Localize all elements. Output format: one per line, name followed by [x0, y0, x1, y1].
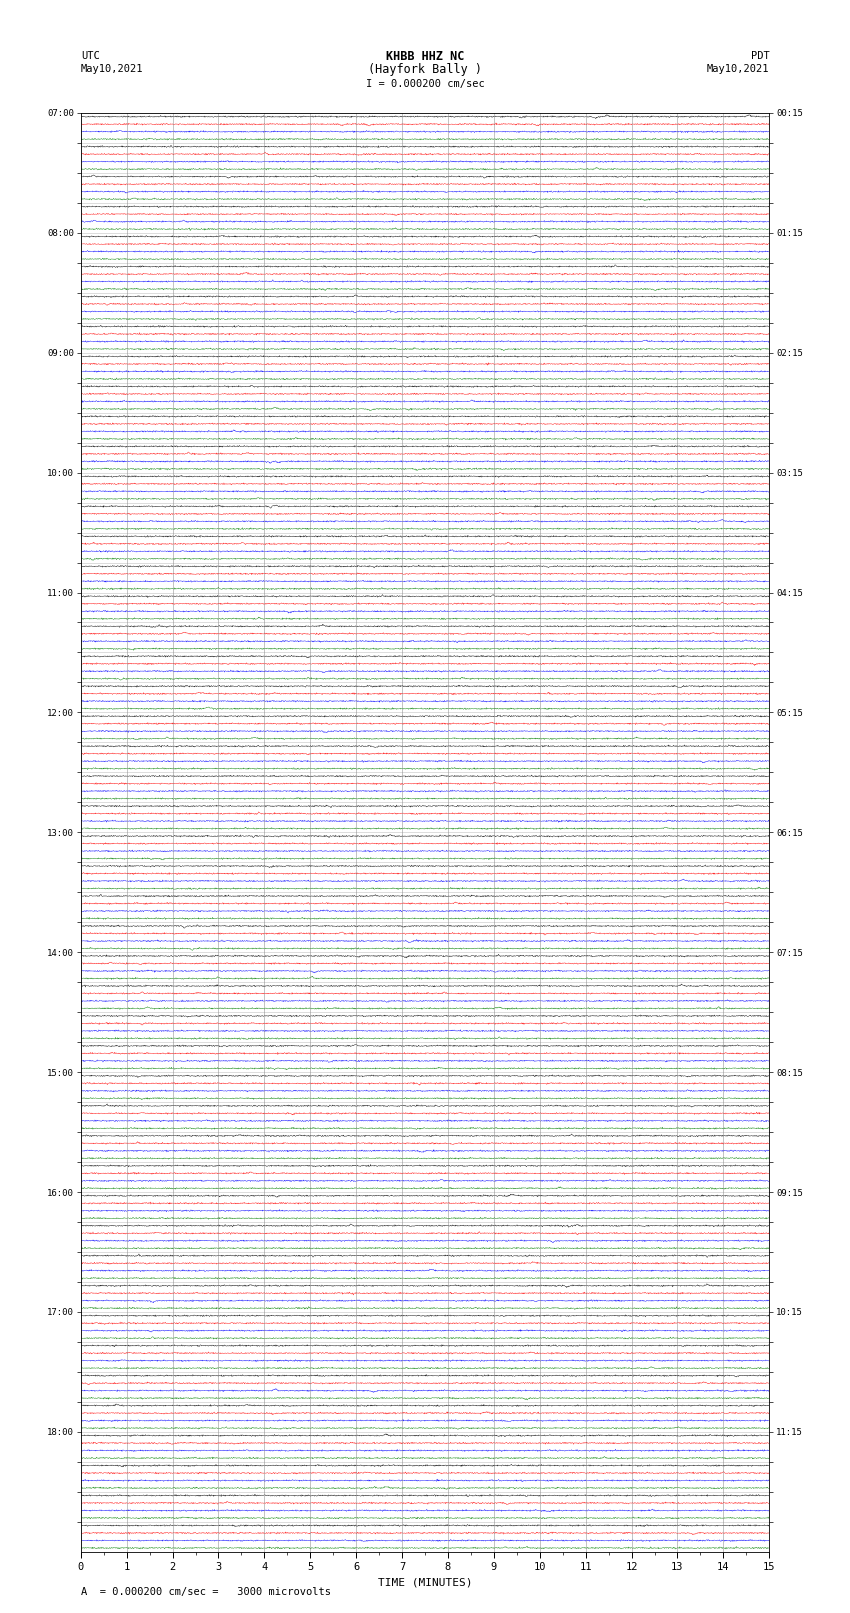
Text: I = 0.000200 cm/sec: I = 0.000200 cm/sec [366, 79, 484, 89]
Text: (Hayfork Bally ): (Hayfork Bally ) [368, 63, 482, 76]
Text: PDT: PDT [751, 52, 769, 61]
Text: KHBB HHZ NC: KHBB HHZ NC [386, 50, 464, 63]
Text: May10,2021: May10,2021 [81, 65, 144, 74]
X-axis label: TIME (MINUTES): TIME (MINUTES) [377, 1578, 473, 1587]
Text: A  = 0.000200 cm/sec =   3000 microvolts: A = 0.000200 cm/sec = 3000 microvolts [81, 1587, 331, 1597]
Text: May10,2021: May10,2021 [706, 65, 769, 74]
Text: UTC: UTC [81, 52, 99, 61]
